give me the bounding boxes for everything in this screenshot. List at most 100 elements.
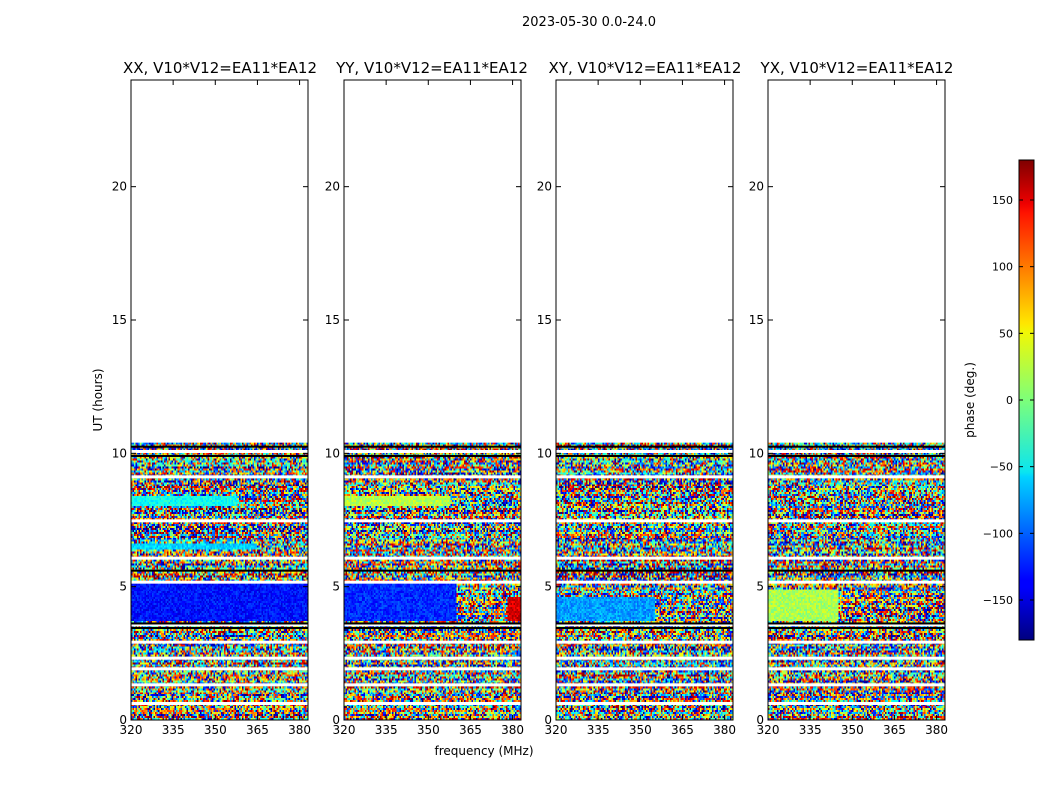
colorbar-tick-label: −100 [983,527,1013,540]
gap-row [768,475,945,479]
x-tick-label: 365 [246,723,269,737]
gap-row [131,667,308,671]
x-tick-label: 380 [925,723,948,737]
panel-frame [343,79,522,721]
x-tick-label: 335 [799,723,822,737]
separator-line [556,569,733,572]
gap-row [131,702,308,705]
panel-frame [767,79,946,721]
y-tick-label: 15 [112,313,127,327]
gap-row [768,683,945,687]
figure-suptitle: 2023-05-30 0.0-24.0 [522,15,656,30]
panel-xy: XY, V10*V12=EA11*EA12 320 335 350 365 380 0 5 1… [537,59,742,737]
gap-row [344,683,521,687]
separator-line [768,627,945,629]
separator-line [131,445,308,448]
gap-row [344,623,521,627]
x-tick-label: 365 [671,723,694,737]
gap-row [768,623,945,627]
x-tick-label: 350 [204,723,227,737]
gap-row [768,519,945,523]
gap-row [768,640,945,644]
gap-row [344,667,521,671]
gap-row [556,450,733,453]
separator-line [768,569,945,572]
x-axis-label: frequency (MHz) [434,744,533,758]
gap-row [131,656,308,660]
separator-line [556,622,733,625]
gap-row [344,702,521,705]
gap-row [131,683,308,687]
y-tick-label: 15 [325,313,340,327]
separator-line [344,569,521,572]
panel-title-xx: XX, V10*V12=EA11*EA12 [123,59,317,77]
gap-row [131,623,308,627]
separator-line [556,455,733,457]
gap-row [344,656,521,660]
panel-title-xy: XY, V10*V12=EA11*EA12 [549,59,742,77]
y-tick-label: 20 [325,180,340,194]
y-tick-label: 15 [537,313,552,327]
colorbar-tick-label: 150 [992,194,1013,207]
panel-title-yx: YX, V10*V12=EA11*EA12 [760,59,954,77]
panel-frame [130,79,309,721]
gap-row [131,556,308,560]
gap-row [556,702,733,705]
separator-line [131,627,308,629]
gap-row [556,683,733,687]
separator-line [768,455,945,457]
gap-row [556,640,733,644]
gap-row [344,450,521,453]
colorbar-tick-label: −50 [990,461,1013,474]
colorbar-tick-label: 100 [992,261,1013,274]
panel-title-yy: YY, V10*V12=EA11*EA12 [335,59,528,77]
gap-row [344,580,521,584]
gap-row [768,667,945,671]
y-tick-label: 5 [332,580,340,594]
x-tick-label: 380 [288,723,311,737]
gap-row [768,702,945,705]
separator-line [344,627,521,629]
colorbar-label: phase (deg.) [963,362,977,438]
separator-line [768,622,945,625]
gap-row [344,556,521,560]
y-tick-label: 10 [749,446,764,460]
x-tick-label: 350 [629,723,652,737]
gap-row [768,580,945,584]
y-tick-label: 5 [119,580,127,594]
separator-line [344,455,521,457]
y-tick-label: 5 [544,580,552,594]
panel-yx: YX, V10*V12=EA11*EA12 320 335 350 365 380 0 5 1… [749,59,954,737]
x-tick-label: 320 [120,723,143,737]
y-tick-label: 0 [119,713,127,727]
gap-row [556,580,733,584]
x-tick-label: 380 [501,723,524,737]
y-tick-label: 0 [544,713,552,727]
x-tick-label: 365 [459,723,482,737]
x-tick-label: 380 [713,723,736,737]
colorbar: phase (deg.) 150 100 50 0 −50 −100 −150 [963,159,1035,641]
x-tick-label: 335 [162,723,185,737]
y-tick-label: 20 [537,180,552,194]
gap-row [556,667,733,671]
panel-xx: XX, V10*V12=EA11*EA12 320 335 350 365 380 0 5 1… [112,59,317,737]
gap-row [131,519,308,523]
y-tick-label: 20 [112,180,127,194]
gap-row [131,580,308,584]
separator-line [131,569,308,572]
separator-line [768,445,945,448]
y-tick-label: 10 [537,446,552,460]
x-tick-label: 320 [545,723,568,737]
separator-line [344,622,521,625]
x-tick-label: 335 [375,723,398,737]
y-tick-label: 10 [112,446,127,460]
separator-line [344,445,521,448]
y-axis-label: UT (hours) [91,368,105,431]
x-tick-label: 335 [587,723,610,737]
gap-row [768,656,945,660]
y-tick-label: 10 [325,446,340,460]
separator-line [556,445,733,448]
x-tick-label: 320 [333,723,356,737]
gap-row [131,450,308,453]
